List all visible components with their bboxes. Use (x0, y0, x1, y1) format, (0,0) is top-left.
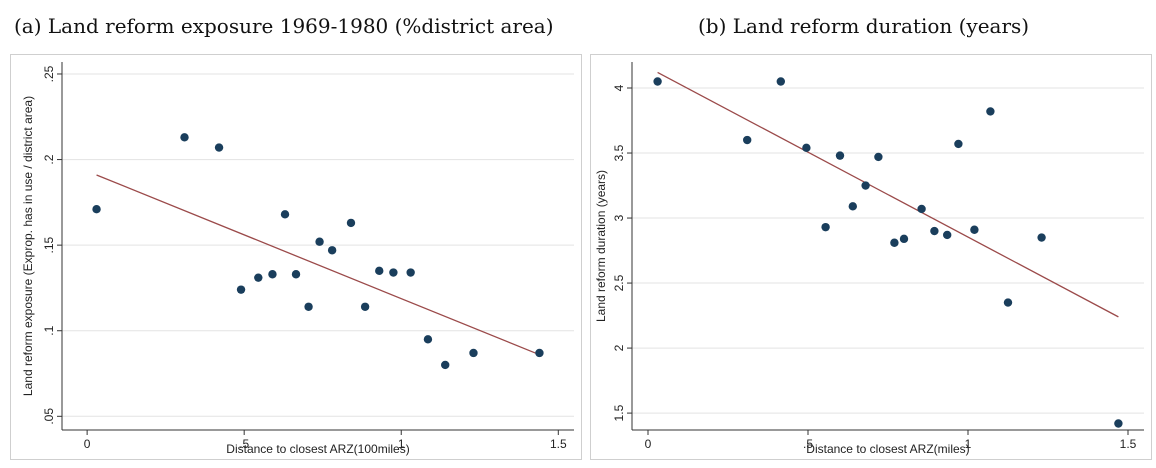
chart-b-point (1037, 233, 1046, 242)
chart-b-y-axis-label: Land reform duration (years) (594, 170, 608, 322)
chart-b: 1.5 2 2.5 3 3.5 4 0 .5 1 1.5 Distance to closest A… (590, 54, 1152, 460)
chart-b-point (943, 230, 952, 240)
chart-a-x-axis-label: Distance to closest ARZ(100miles) (226, 442, 409, 456)
chart-b-point (954, 139, 963, 149)
chart-a-frame (10, 54, 582, 460)
chart-a-point (304, 302, 313, 311)
chart-b-x-tick-label: 1.5 (1120, 437, 1137, 451)
chart-b-point (776, 77, 785, 86)
chart-b-point (821, 222, 830, 232)
chart-b-x-tick-label: 1 (965, 437, 972, 451)
chart-b-y-tick-label: 4 (612, 84, 626, 91)
chart-a-point (389, 268, 398, 277)
chart-b-point (930, 226, 939, 236)
chart-b-point (743, 135, 752, 145)
chart-a-point (92, 205, 101, 214)
chart-a-y-tick-label: .25 (42, 65, 56, 82)
chart-a-y-tick-label: .1 (42, 325, 56, 335)
chart-a-point (441, 360, 450, 370)
chart-b-y-tick-label: 2.5 (612, 274, 626, 291)
chart-b-point (848, 202, 857, 211)
chart-a-fit-line (96, 174, 540, 356)
chart-a-point (268, 270, 277, 279)
chart-a-x-tick-label: 1.5 (550, 437, 567, 451)
chart-b-point (970, 225, 979, 234)
chart-a-point (291, 270, 301, 279)
chart-a-y-tick-label: .15 (42, 236, 56, 253)
chart-a-x-tick-label: 0 (84, 437, 91, 451)
chart-b-fit-line (657, 71, 1119, 318)
chart-b-point (1003, 298, 1013, 307)
chart-a-x-tick-label: 1 (398, 437, 405, 451)
chart-b-point (899, 234, 909, 244)
chart-b-point (986, 107, 995, 116)
chart-b-point (874, 152, 883, 162)
chart-a-y-tick-label: .05 (42, 408, 56, 425)
chart-a-point (180, 133, 189, 142)
chart-a-y-tick-label: .2 (42, 154, 56, 164)
chart-b-point (802, 143, 811, 153)
chart-b-y-tick-label: 3 (612, 214, 626, 221)
chart-b-point (917, 204, 926, 214)
chart-a-point (280, 210, 290, 219)
panel-a-title: (a) Land reform exposure 1969-1980 (%dis… (14, 14, 554, 38)
chart-a-point (236, 285, 246, 294)
chart-b-y-tick-label: 1.5 (612, 404, 626, 421)
chart-b-point (653, 77, 662, 86)
chart-a-point (423, 335, 433, 344)
chart-a-point (214, 143, 224, 152)
chart-a-y-axis-label: Land reform exposure (Exprop. has in use… (21, 96, 35, 396)
panel-b-title: (b) Land reform duration (years) (698, 14, 1030, 38)
chart-a-point (346, 218, 356, 228)
chart-a: .05 .1 .15 .2 .25 0 .5 1 1.5 Distance to closest … (10, 54, 582, 460)
chart-a-point (469, 348, 478, 358)
chart-b-point (1114, 419, 1123, 428)
chart-a-point (535, 348, 544, 358)
chart-b-y-tick-label: 2 (612, 344, 626, 351)
chart-a-point (315, 237, 324, 246)
chart-b-x-axis-label: Distance to closest ARZ(miles) (806, 442, 969, 456)
chart-a-point (327, 246, 337, 255)
chart-a-point (360, 302, 370, 311)
chart-a-point (375, 266, 384, 276)
chart-b-point (861, 181, 870, 190)
chart-b-y-tick-label: 3.5 (612, 144, 626, 161)
chart-b-point (835, 151, 845, 160)
chart-a-point (406, 268, 415, 277)
chart-b-point (890, 238, 899, 247)
chart-b-x-tick-label: 0 (645, 437, 652, 451)
chart-a-x-tick-label: .5 (239, 437, 249, 451)
chart-b-frame (590, 54, 1152, 460)
chart-a-point (254, 273, 263, 282)
chart-b-x-tick-label: .5 (803, 437, 813, 451)
